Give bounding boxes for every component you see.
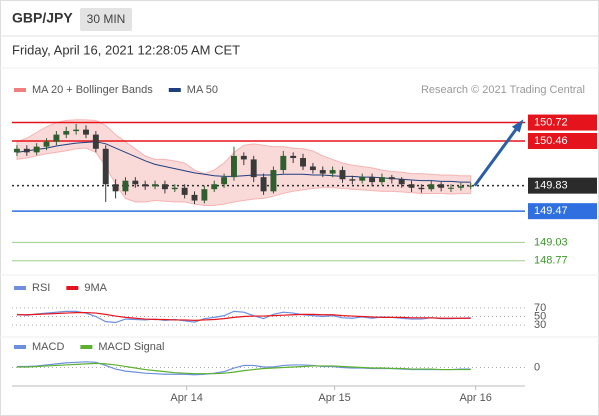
candle-body [112,184,119,192]
legend-swatch [14,286,26,290]
candle-body [359,177,366,181]
candle-body [349,179,356,181]
candle-body [142,184,149,187]
legend-label: MACD Signal [98,341,164,353]
candle-body [309,166,316,171]
level-box [528,177,597,194]
candle-body [122,180,129,192]
level-label: 148.77 [534,255,568,267]
candle-body [92,134,99,149]
candle-body [231,155,237,178]
candle-body [467,185,474,187]
level-box [528,114,597,131]
level-label: 149.83 [534,180,568,192]
level-label: 149.03 [534,236,568,248]
candle-body [438,184,445,188]
candle-body [280,155,287,171]
forecast-arrow [473,121,523,187]
candle-body [457,186,464,188]
candle-body [13,148,20,153]
symbol: GBP/JPY [12,10,73,26]
legend-swatch [80,345,93,349]
interval-button[interactable] [80,8,132,31]
candle-body [171,187,178,190]
indicator-line [16,362,471,375]
candle-body [33,146,40,153]
candle-body [53,134,60,142]
level-box [528,132,597,149]
level-label: 150.72 [534,116,568,128]
candle-body [339,170,346,180]
ma50-line [16,141,471,183]
candle-body [388,177,395,180]
candle-body [201,189,208,201]
candle-body [43,141,50,147]
candle-body [378,177,385,183]
level-label: 149.47 [534,205,568,217]
candle-body [83,129,89,135]
legend-swatch [66,286,79,290]
candle-body [63,131,70,135]
date: Friday, April 16, 2021 12:28:05 AM CET [12,42,240,57]
candle-body [73,129,80,132]
candle-body [250,159,257,178]
y-tick-label: 0 [534,361,540,373]
legend-label: 9MA [84,282,107,294]
candle-body [290,155,297,158]
legend-swatch [14,345,26,349]
legend-label: RSI [32,282,50,294]
legend-label: MA 20 + Bollinger Bands [32,84,153,96]
level-label: 150.46 [534,135,568,147]
legend-label: MA 50 [187,84,218,96]
candle-body [300,158,306,167]
candle-body [102,148,109,185]
source: Research © 2021 Trading Central [421,84,585,96]
candle-body [319,170,326,174]
candle-body [221,177,228,185]
legend-swatch [14,88,26,92]
level-box [528,203,597,220]
candle-body [211,184,218,190]
candle-body [428,184,435,190]
candle-body [161,184,168,190]
candle-body [418,187,425,190]
candle-body [260,177,267,192]
x-tick-label: Apr 14 [170,392,202,404]
indicator-line [16,312,471,321]
candle-body [191,194,198,201]
candle-body [329,170,336,174]
x-tick-label: Apr 16 [459,392,491,404]
x-tick-label: Apr 15 [318,392,350,404]
legend-swatch [168,88,181,92]
y-tick-label: 30 [534,319,546,331]
candle-body [23,148,30,153]
candle-body [270,170,277,192]
candle-body [369,177,376,183]
forecast-arrowhead [511,119,524,133]
candle-body [408,184,415,188]
candle-body [448,187,454,189]
interval[interactable]: 30 MIN [87,12,126,26]
legend-label: MACD [32,341,64,353]
y-tick-label: 70 [534,302,546,314]
candle-body [181,187,188,195]
candle-body [240,155,247,160]
y-tick-label: 50 [534,310,546,322]
candle-body [132,180,139,185]
candle-body [398,179,405,185]
candle-body [152,184,159,187]
